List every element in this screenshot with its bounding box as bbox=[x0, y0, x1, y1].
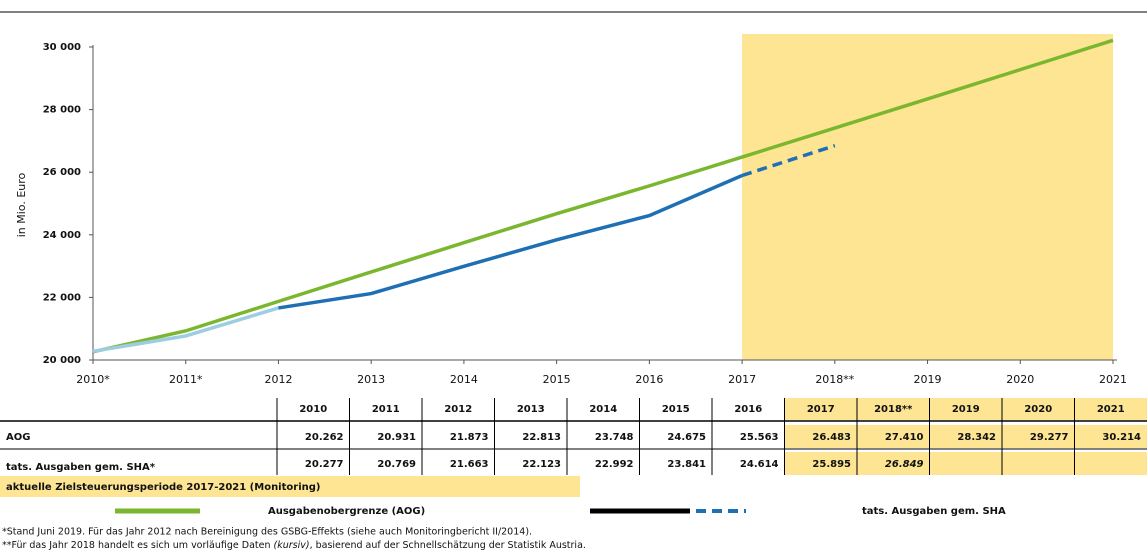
table-header: 2021 bbox=[1097, 404, 1125, 415]
table-header: 2011 bbox=[372, 404, 400, 415]
table-header: 2019 bbox=[952, 404, 980, 415]
footnote-part: **Für das Jahr 2018 handelt es sich um v… bbox=[2, 540, 274, 551]
footnote: **Für das Jahr 2018 handelt es sich um v… bbox=[2, 540, 586, 551]
table-cell-bg bbox=[1074, 398, 1147, 420]
table-cell: 23.748 bbox=[595, 432, 634, 443]
table-cell: 22.813 bbox=[522, 432, 561, 443]
table-cell: 28.342 bbox=[957, 432, 996, 443]
footnote-part: (kursiv) bbox=[274, 540, 310, 551]
table-cell: 20.769 bbox=[377, 459, 416, 470]
table-cell-bg bbox=[1002, 452, 1075, 475]
table-cell-bg bbox=[857, 452, 930, 475]
line bbox=[741, 143, 836, 178]
y-tick-label: 26 000 bbox=[43, 167, 81, 178]
table-cell: 25.563 bbox=[740, 432, 779, 443]
table-header: 2014 bbox=[589, 404, 617, 415]
y-tick-label: 24 000 bbox=[43, 230, 81, 241]
table-cell-bg bbox=[784, 398, 857, 420]
footnote: *Stand Juni 2019. Für das Jahr 2012 nach… bbox=[2, 527, 532, 538]
table-header: 2013 bbox=[517, 404, 545, 415]
table-cell: 22.992 bbox=[595, 459, 634, 470]
table-cell-bg bbox=[857, 425, 930, 448]
x-tick-label: 2018** bbox=[815, 373, 854, 386]
table-header: 2018** bbox=[874, 404, 913, 415]
table-cell: 24.614 bbox=[740, 459, 779, 470]
table-row-label: AOG bbox=[6, 432, 30, 443]
table-cell-bg bbox=[1074, 452, 1147, 475]
table-header: 2015 bbox=[662, 404, 690, 415]
x-tick-label: 2011* bbox=[169, 373, 203, 386]
y-tick-label: 22 000 bbox=[43, 292, 81, 303]
table-row-label: tats. Ausgaben gem. SHA* bbox=[6, 462, 156, 473]
x-tick-label: 2021 bbox=[1099, 373, 1127, 386]
table-cell: 27.410 bbox=[885, 432, 924, 443]
table-cell-bg bbox=[1002, 398, 1075, 420]
table-cell-bg bbox=[929, 398, 1002, 420]
x-tick-label: 2019 bbox=[914, 373, 942, 386]
table-cell: 20.931 bbox=[377, 432, 416, 443]
table-cell: 29.277 bbox=[1030, 432, 1069, 443]
table-header: 2020 bbox=[1024, 404, 1052, 415]
table-cell-bg bbox=[1074, 425, 1147, 448]
footnote-part: , basierend auf der Schnellschätzung der… bbox=[310, 540, 586, 551]
table-cell: 25.895 bbox=[812, 459, 851, 470]
y-axis-label: in Mio. Euro bbox=[15, 172, 28, 237]
table-cell: 20.262 bbox=[305, 432, 344, 443]
table-cell: 22.123 bbox=[522, 459, 561, 470]
table-header: 2012 bbox=[444, 404, 472, 415]
table-cell-bg bbox=[929, 452, 1002, 475]
table-header: 2017 bbox=[807, 404, 835, 415]
line bbox=[92, 306, 279, 354]
legend-label: tats. Ausgaben gem. SHA bbox=[862, 506, 1006, 517]
table-header: 2016 bbox=[734, 404, 762, 415]
x-tick-label: 2017 bbox=[728, 373, 756, 386]
table-cell: 21.873 bbox=[450, 432, 489, 443]
table-cell: 21.663 bbox=[450, 459, 489, 470]
x-tick-label: 2012 bbox=[264, 373, 292, 386]
x-tick-label: 2016 bbox=[635, 373, 663, 386]
table-cell-bg bbox=[929, 425, 1002, 448]
table-cell: 26.483 bbox=[812, 432, 851, 443]
table-cell: 26.849 bbox=[885, 459, 924, 470]
legend-label: Ausgabenobergrenze (AOG) bbox=[268, 506, 425, 517]
x-tick-label: 2014 bbox=[450, 373, 478, 386]
y-tick-label: 20 000 bbox=[43, 355, 81, 366]
x-tick-label: 2010* bbox=[76, 373, 110, 386]
table-cell: 24.675 bbox=[667, 432, 706, 443]
line bbox=[92, 38, 1114, 354]
x-tick-label: 2013 bbox=[357, 373, 385, 386]
period-label: aktuelle Zielsteuerungsperiode 2017-2021… bbox=[6, 482, 320, 493]
x-tick-label: 2020 bbox=[1006, 373, 1034, 386]
table-cell-bg bbox=[1002, 425, 1075, 448]
y-tick-label: 28 000 bbox=[43, 105, 81, 116]
table-cell: 20.277 bbox=[305, 459, 344, 470]
table-cell-bg bbox=[784, 452, 857, 475]
period-box bbox=[0, 476, 580, 497]
x-tick-label: 2015 bbox=[543, 373, 571, 386]
table-cell: 23.841 bbox=[667, 459, 706, 470]
table-cell-bg bbox=[857, 398, 930, 420]
y-tick-label: 30 000 bbox=[43, 42, 81, 53]
table-cell: 30.214 bbox=[1102, 432, 1141, 443]
table-header: 2010 bbox=[299, 404, 327, 415]
table-cell-bg bbox=[784, 425, 857, 448]
line bbox=[278, 173, 743, 310]
highlight-band bbox=[742, 34, 1113, 360]
